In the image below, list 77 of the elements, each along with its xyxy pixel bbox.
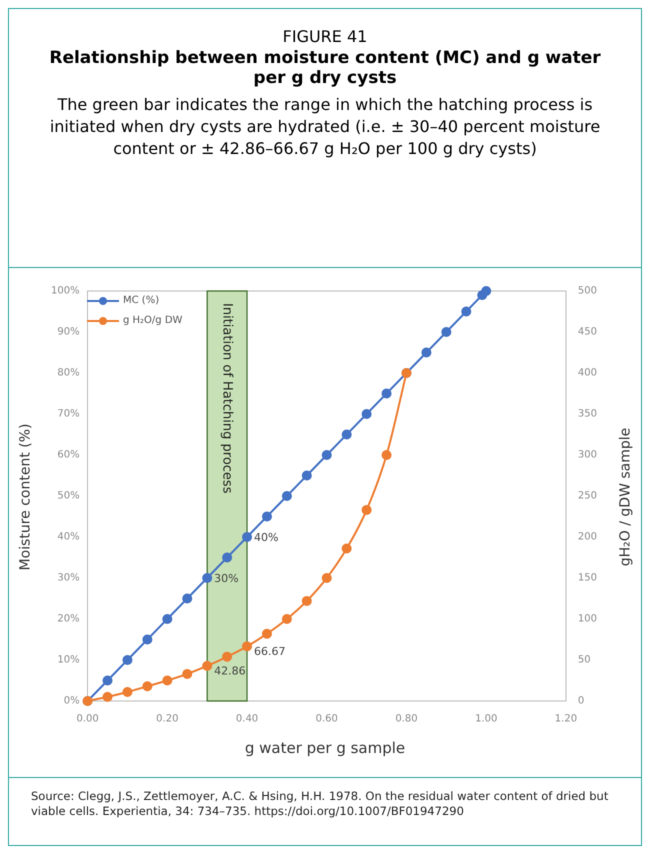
- point: [382, 450, 392, 460]
- point: [242, 641, 252, 652]
- data-label: 30%: [214, 572, 239, 585]
- y-tick-label: 50%: [57, 490, 80, 502]
- point: [342, 430, 352, 440]
- y-tick-label: 10%: [57, 654, 80, 666]
- point: [142, 634, 152, 644]
- point: [202, 573, 212, 583]
- y2-tick-label: 150: [578, 572, 598, 584]
- x-tick-label: 0.80: [395, 714, 418, 725]
- point: [342, 543, 352, 554]
- chart-subtitle: Relationship between moisture content (MC) and g water per g dry cysts: [48, 48, 602, 88]
- point: [122, 655, 132, 665]
- y-tick-label: 60%: [57, 450, 80, 461]
- y2-tick-label: 300: [578, 450, 598, 461]
- x-tick-label: 0.60: [316, 714, 338, 725]
- point: [302, 596, 312, 606]
- y2-tick-label: 500: [578, 286, 598, 297]
- y2-tick-label: 0: [578, 696, 584, 707]
- y-tick-label: 20%: [57, 614, 80, 625]
- x-tick-label: 1.00: [475, 714, 498, 725]
- point: [481, 286, 492, 296]
- legend-label: g H₂O/g DW: [123, 314, 182, 328]
- y2-tick-label: 450: [578, 326, 598, 338]
- y-tick-label: 80%: [57, 368, 80, 379]
- band-label: Initiation of Hatching process: [220, 303, 235, 494]
- point: [102, 692, 113, 702]
- point: [322, 450, 332, 460]
- x-tick-label: 1.20: [554, 714, 578, 725]
- point: [362, 409, 372, 419]
- y-tick-label: 40%: [57, 532, 80, 543]
- point: [122, 686, 132, 697]
- data-label: 40%: [254, 530, 278, 544]
- point: [102, 676, 113, 686]
- point: [282, 614, 292, 624]
- point: [362, 504, 372, 515]
- y-tick-label: 70%: [57, 408, 80, 420]
- data-label: 42.86: [214, 664, 246, 678]
- point: [182, 594, 192, 604]
- point: [162, 614, 172, 624]
- x-axis-title: g water per g sample: [244, 739, 406, 757]
- point: [282, 491, 292, 501]
- point: [262, 628, 272, 639]
- y2-tick-label: 50: [578, 654, 591, 666]
- y-tick-label: 100%: [50, 286, 80, 297]
- point: [242, 532, 252, 542]
- y2-tick-label: 100: [578, 614, 598, 625]
- source-note: Source: Clegg, J.S., Zettlemoyer, A.C. & Hsing, H.H. 1978. On the residual water content of dried but viable cells. Experientia, 34: 734–735. https://doi.org/10.1007/BF01947290: [31, 789, 610, 819]
- point: [382, 388, 392, 398]
- x-tick-label: 0.20: [156, 714, 178, 725]
- y-tick-label: 90%: [57, 326, 80, 338]
- x-tick-label: 0.40: [236, 714, 258, 725]
- point: [162, 676, 172, 686]
- text: The green bar indicates the range in which the hatching process is initiated when dry cysts are hydrated (i.e. ± 30–40 percent moisture content or ± 42.86–66.67 g H₂O per 100 g dry cysts): [48, 94, 602, 160]
- y-tick-label: 0%: [64, 696, 80, 707]
- y2-tick-label: 200: [578, 532, 598, 543]
- y2-axis-title: gH₂O / gDW sample: [617, 428, 633, 566]
- point: [302, 470, 312, 480]
- point: [222, 652, 232, 662]
- point: [421, 348, 432, 358]
- legend-label: MC (%): [123, 294, 160, 308]
- y2-tick-label: 250: [578, 490, 598, 502]
- data-label: 66.67: [254, 645, 286, 658]
- y-tick-label: 30%: [57, 572, 80, 584]
- y-axis-title: Moisture content (%): [17, 424, 34, 570]
- point: [262, 512, 272, 522]
- point: [441, 327, 452, 337]
- x-tick-label: 0.00: [76, 714, 99, 725]
- point: [142, 681, 152, 692]
- y2-tick-label: 350: [578, 408, 598, 420]
- point: [222, 552, 232, 562]
- point: [202, 660, 212, 671]
- y2-tick-label: 400: [578, 368, 598, 379]
- chart-title: FIGURE 41: [282, 27, 368, 46]
- point: [322, 573, 332, 583]
- point: [182, 668, 192, 679]
- point: [461, 306, 472, 316]
